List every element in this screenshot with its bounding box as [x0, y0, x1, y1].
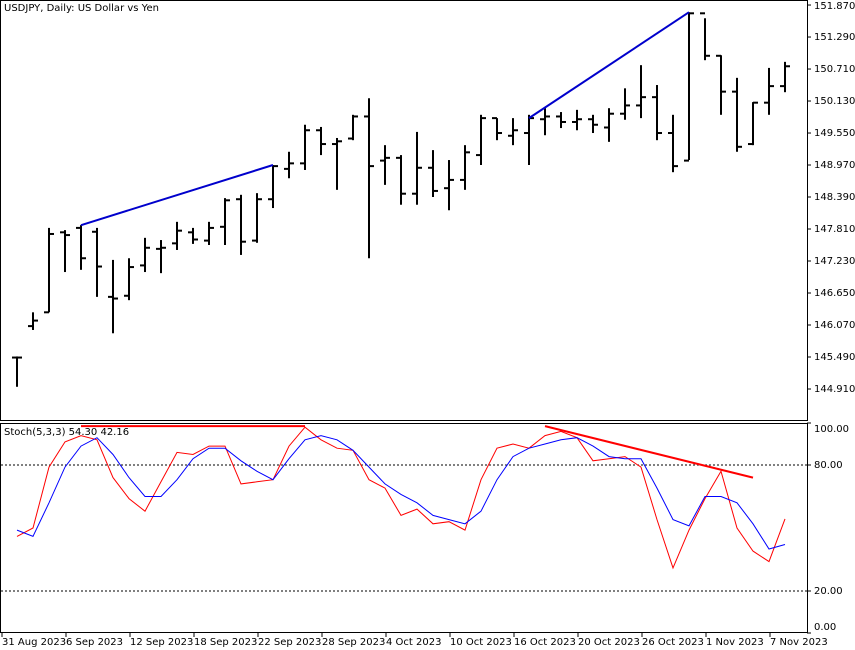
- y-tick-label: 148.970: [814, 160, 855, 171]
- y-tick-label: 80.00: [814, 460, 843, 471]
- y-tick-label: 145.490: [814, 352, 855, 363]
- y-tick-label: 20.00: [814, 586, 843, 597]
- stoch-line: [16, 426, 786, 570]
- indicator-title: Stoch(5,3,3) 54.30 42.16: [4, 427, 129, 438]
- x-tick-label: 31 Aug 2023: [2, 637, 66, 648]
- x-tick-label: 26 Oct 2023: [642, 637, 704, 648]
- x-tick-label: 1 Nov 2023: [706, 637, 764, 648]
- x-tick-label: 4 Oct 2023: [386, 637, 441, 648]
- x-tick-label: 7 Nov 2023: [770, 637, 828, 648]
- y-tick-label: 147.230: [814, 256, 855, 267]
- x-tick-label: 28 Sep 2023: [322, 637, 385, 648]
- trendline: [544, 425, 754, 479]
- y-tick-label: 148.390: [814, 192, 855, 203]
- y-tick-label: 146.650: [814, 288, 855, 299]
- stoch-line: [16, 435, 786, 550]
- y-tick-label: 151.290: [814, 32, 855, 43]
- y-tick-label: 150.710: [814, 64, 855, 75]
- y-tick-label: 100.00: [814, 424, 849, 435]
- y-tick-label: 0.00: [814, 622, 836, 633]
- chart-title: USDJPY, Daily: US Dollar vs Yen: [4, 3, 159, 14]
- x-tick-label: 16 Oct 2023: [514, 637, 576, 648]
- y-tick-label: 151.870: [814, 1, 855, 12]
- y-tick-label: 146.070: [814, 320, 855, 331]
- x-tick-label: 20 Oct 2023: [578, 637, 640, 648]
- trendline: [528, 11, 690, 119]
- y-tick-label: 147.810: [814, 224, 855, 235]
- x-tick-label: 12 Sep 2023: [130, 637, 193, 648]
- x-tick-label: 22 Sep 2023: [258, 637, 321, 648]
- y-tick-label: 149.550: [814, 128, 855, 139]
- stoch-panel: [0, 423, 808, 633]
- trendline: [80, 164, 274, 227]
- x-tick-label: 18 Sep 2023: [194, 637, 257, 648]
- x-tick-label: 6 Sep 2023: [66, 637, 123, 648]
- main-panel: [0, 0, 808, 421]
- x-tick-label: 10 Oct 2023: [450, 637, 512, 648]
- y-tick-label: 144.910: [814, 384, 855, 395]
- y-tick-label: 150.130: [814, 96, 855, 107]
